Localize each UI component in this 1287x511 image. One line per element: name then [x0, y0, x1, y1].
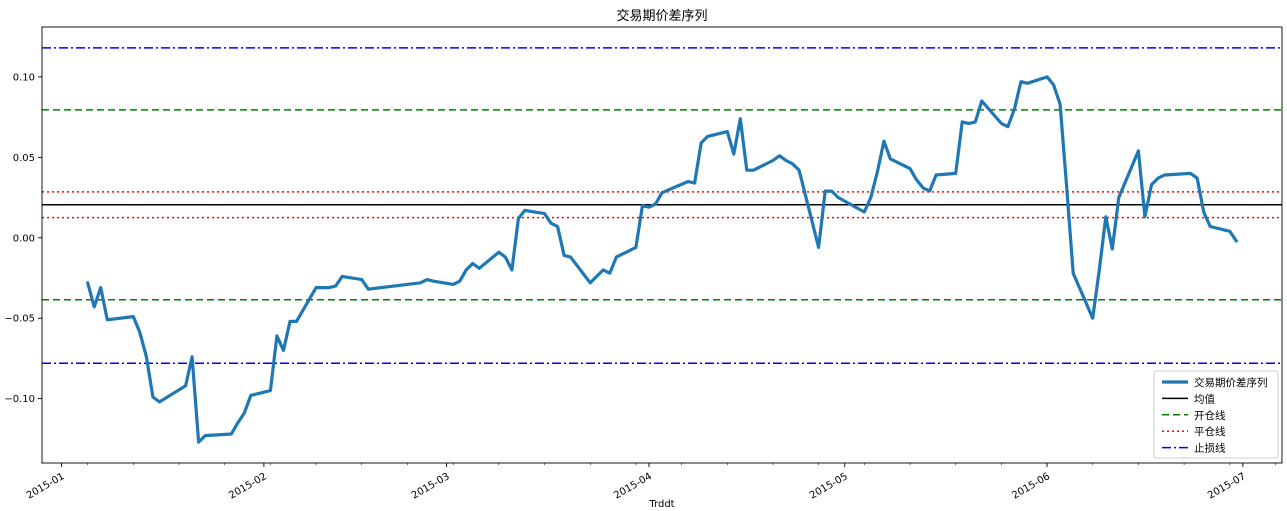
legend-label-0: 交易期价差序列: [1194, 376, 1268, 389]
legend-label-3: 平仓线: [1194, 425, 1226, 438]
series-lines: [86, 75, 1238, 444]
x-tick-label-4: 2015-05: [808, 471, 850, 501]
series-line-spread: [86, 75, 1238, 444]
y-tick-label-1: 0.05: [13, 153, 35, 164]
y-tick-label-0: 0.10: [13, 72, 35, 83]
legend-label-4: 止损线: [1194, 442, 1226, 455]
reference-lines: [42, 47, 1282, 365]
x-axis-label: Trddt: [648, 499, 674, 510]
chart-title: 交易期价差序列: [616, 8, 707, 24]
x-tick-label-0: 2015-01: [25, 471, 67, 501]
legend-label-2: 开仓线: [1194, 409, 1226, 422]
y-tick-label-4: −0.10: [4, 394, 35, 405]
y-tick-label-3: −0.05: [4, 314, 35, 325]
x-tick-label-6: 2015-07: [1206, 471, 1248, 501]
legend-label-1: 均值: [1194, 392, 1216, 405]
x-tick-label-1: 2015-02: [227, 471, 269, 501]
plot-frame: [41, 26, 1283, 464]
x-axis: 2015-01 2015-02 2015-03 2015-04 2015-05 2015-…: [25, 463, 1276, 502]
legend-box: [1153, 370, 1279, 459]
x-tick-label-3: 2015-04: [612, 471, 654, 501]
y-tick-label-2: 0.00: [13, 233, 35, 244]
x-tick-label-2: 2015-03: [410, 471, 452, 501]
y-axis: 0.10 0.05 0.00 −0.05 −0.10: [4, 72, 42, 405]
x-tick-label-5: 2015-06: [1010, 471, 1052, 501]
